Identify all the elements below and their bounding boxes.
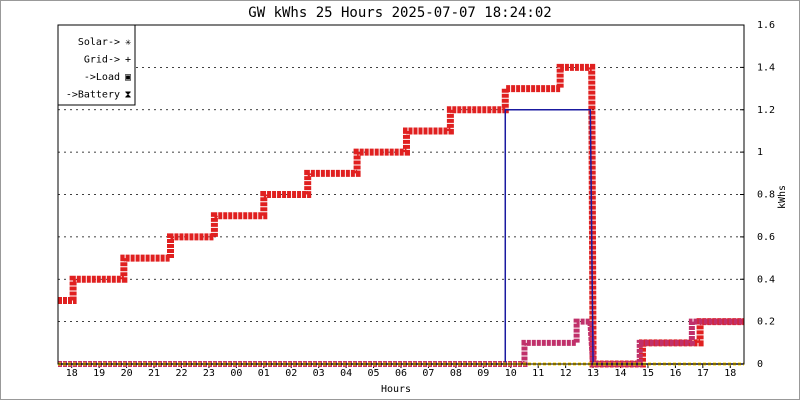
x-tick-label: 22 <box>175 368 187 379</box>
y-axis-label: kWhs <box>777 185 788 209</box>
x-tick-label: 06 <box>395 368 407 379</box>
legend-label: Grid-> <box>84 55 120 66</box>
legend-box <box>57 24 136 106</box>
x-tick-label: 23 <box>203 368 215 379</box>
x-tick-label: 01 <box>258 368 270 379</box>
x-tick-label: 15 <box>642 368 654 379</box>
y-tick-label: 0.6 <box>757 232 775 243</box>
x-axis-label: Hours <box>381 384 411 395</box>
x-tick-label: 18 <box>724 368 736 379</box>
legend-symbol: ▣ <box>125 72 131 83</box>
x-tick-label: 05 <box>368 368 380 379</box>
plot-border <box>57 24 745 365</box>
y-tick-label: 0 <box>757 359 763 370</box>
series-line <box>58 318 744 367</box>
x-tick-label: 02 <box>285 368 297 379</box>
x-tick-label: 09 <box>477 368 489 379</box>
x-tick-label: 16 <box>669 368 681 379</box>
y-tick-label: 1.4 <box>757 62 775 73</box>
y-tick-label: 0.8 <box>757 190 775 201</box>
legend-symbol: ✳ <box>125 37 131 48</box>
x-tick-label: 10 <box>505 368 517 379</box>
legend-label: Solar-> <box>78 37 120 48</box>
x-tick-label: 18 <box>66 368 78 379</box>
legend-label: ->Battery <box>66 90 120 101</box>
x-tick-label: 19 <box>93 368 105 379</box>
x-tick-label: 11 <box>532 368 544 379</box>
legend-label: ->Load <box>84 72 120 83</box>
x-tick-label: 04 <box>340 368 352 379</box>
x-tick-label: 14 <box>614 368 626 379</box>
chart-title: GW kWhs 25 Hours 2025-07-07 18:24:02 <box>248 5 551 21</box>
y-tick-label: 1.6 <box>757 20 775 31</box>
x-tick-label: 07 <box>422 368 434 379</box>
x-tick-label: 08 <box>450 368 462 379</box>
y-tick-label: 1 <box>757 147 763 158</box>
x-tick-label: 17 <box>697 368 709 379</box>
legend-symbol: + <box>125 55 131 66</box>
y-tick-label: 0.4 <box>757 274 775 285</box>
x-tick-label: 03 <box>313 368 325 379</box>
x-tick-label: 13 <box>587 368 599 379</box>
y-tick-label: 0.2 <box>757 317 775 328</box>
x-tick-label: 12 <box>560 368 572 379</box>
x-tick-label: 00 <box>230 368 242 379</box>
x-tick-label: 21 <box>148 368 160 379</box>
x-tick-label: 20 <box>121 368 133 379</box>
legend-symbol: ⧗ <box>124 90 131 101</box>
y-tick-label: 1.2 <box>757 105 775 116</box>
